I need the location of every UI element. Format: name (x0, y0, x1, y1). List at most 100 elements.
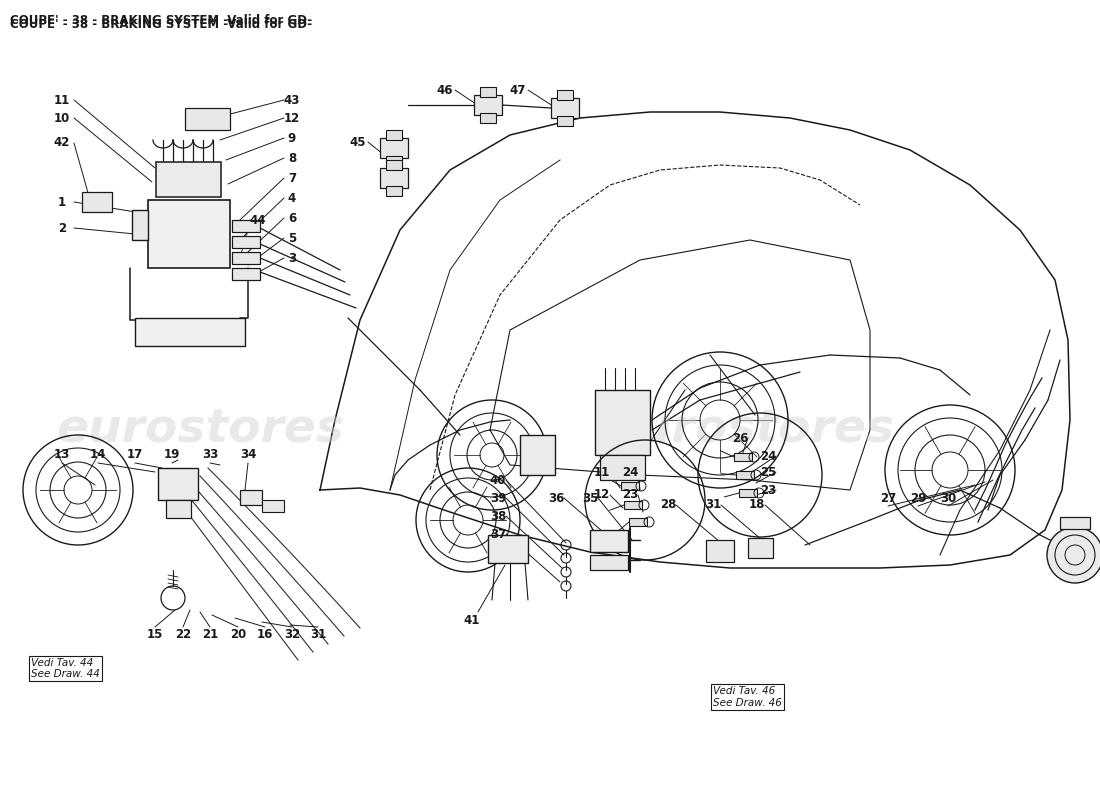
Bar (590, 530, 628, 552)
Text: 23: 23 (760, 483, 777, 497)
Text: eurostores: eurostores (56, 407, 344, 453)
Bar (748, 538, 773, 558)
Text: 38: 38 (490, 510, 506, 522)
Text: 3: 3 (288, 251, 296, 265)
Bar (480, 87, 496, 97)
Text: 34: 34 (240, 449, 256, 462)
Bar (232, 220, 260, 232)
Text: COUPE' - 38 - BRAKING SYSTEM -Valid for GD-: COUPE' - 38 - BRAKING SYSTEM -Valid for … (10, 18, 312, 31)
Text: 29: 29 (910, 491, 926, 505)
Bar (232, 236, 260, 248)
Text: 7: 7 (288, 171, 296, 185)
Text: 45: 45 (350, 135, 366, 149)
Bar (379, 138, 408, 158)
Bar (488, 535, 528, 563)
Bar (386, 156, 402, 166)
Bar (706, 540, 734, 562)
Text: 18: 18 (749, 498, 766, 511)
Bar (557, 90, 573, 100)
Text: 25: 25 (760, 466, 777, 478)
Bar (386, 130, 402, 140)
Text: 32: 32 (284, 629, 300, 642)
Bar (386, 160, 402, 170)
Bar (595, 390, 650, 455)
Bar (262, 500, 284, 512)
Text: 17: 17 (126, 449, 143, 462)
Text: 40: 40 (490, 474, 506, 486)
Text: 24: 24 (760, 450, 777, 462)
Bar (166, 500, 191, 518)
Bar (590, 555, 628, 570)
Text: 36: 36 (548, 491, 564, 505)
Text: 47: 47 (509, 83, 526, 97)
Bar (734, 453, 752, 461)
Text: 9: 9 (288, 131, 296, 145)
Bar (132, 210, 148, 240)
Bar (624, 501, 642, 509)
Bar (480, 113, 496, 123)
Text: 2: 2 (58, 222, 66, 234)
Bar (621, 482, 639, 490)
Text: 31: 31 (705, 498, 722, 511)
Text: 12: 12 (594, 489, 610, 502)
Text: 42: 42 (54, 137, 70, 150)
Bar (600, 455, 645, 480)
Bar (185, 108, 230, 130)
Text: 27: 27 (880, 491, 896, 505)
Text: 46: 46 (437, 83, 453, 97)
Text: eurostores: eurostores (606, 407, 894, 453)
Text: 44: 44 (250, 214, 266, 226)
Text: 10: 10 (54, 111, 70, 125)
Bar (739, 489, 757, 497)
Bar (557, 116, 573, 126)
Bar (520, 435, 556, 475)
Text: 15: 15 (146, 629, 163, 642)
Text: 1: 1 (58, 195, 66, 209)
Bar (386, 186, 402, 196)
Text: 28: 28 (660, 498, 676, 511)
Bar (156, 162, 221, 197)
Text: 30: 30 (939, 491, 956, 505)
Bar (1060, 517, 1090, 529)
Bar (474, 95, 502, 115)
Circle shape (1047, 527, 1100, 583)
Text: 33: 33 (202, 449, 218, 462)
Bar (629, 518, 647, 526)
Text: 41: 41 (464, 614, 481, 626)
Text: Vedi Tav. 44
See Draw. 44: Vedi Tav. 44 See Draw. 44 (31, 658, 100, 679)
Text: 8: 8 (288, 151, 296, 165)
Text: 16: 16 (256, 629, 273, 642)
Bar (379, 168, 408, 188)
Text: 13: 13 (54, 449, 70, 462)
Text: 6: 6 (288, 211, 296, 225)
Text: 11: 11 (54, 94, 70, 106)
Text: 26: 26 (732, 431, 748, 445)
Text: 37: 37 (490, 527, 506, 541)
Text: 23: 23 (621, 489, 638, 502)
Text: 12: 12 (284, 111, 300, 125)
Bar (551, 98, 579, 118)
Text: 21: 21 (202, 629, 218, 642)
Text: 4: 4 (288, 191, 296, 205)
Text: COUPE' - 38 - BRAKING SYSTEM -Valid for GD-: COUPE' - 38 - BRAKING SYSTEM -Valid for … (10, 14, 312, 27)
Bar (82, 192, 112, 212)
Text: 5: 5 (288, 231, 296, 245)
Bar (232, 268, 260, 280)
Bar (240, 490, 262, 505)
Bar (148, 200, 230, 268)
Text: 14: 14 (90, 449, 107, 462)
Bar (135, 318, 245, 346)
Text: 11: 11 (594, 466, 610, 478)
Text: 19: 19 (164, 449, 180, 462)
Bar (158, 468, 198, 500)
Text: 39: 39 (490, 491, 506, 505)
Text: 22: 22 (175, 629, 191, 642)
Bar (736, 471, 754, 479)
Text: 43: 43 (284, 94, 300, 106)
Text: 35: 35 (582, 491, 598, 505)
Text: 31: 31 (310, 629, 326, 642)
Text: 20: 20 (230, 629, 246, 642)
Text: Vedi Tav. 46
See Draw. 46: Vedi Tav. 46 See Draw. 46 (713, 686, 782, 708)
Text: 24: 24 (621, 466, 638, 478)
Bar (232, 252, 260, 264)
